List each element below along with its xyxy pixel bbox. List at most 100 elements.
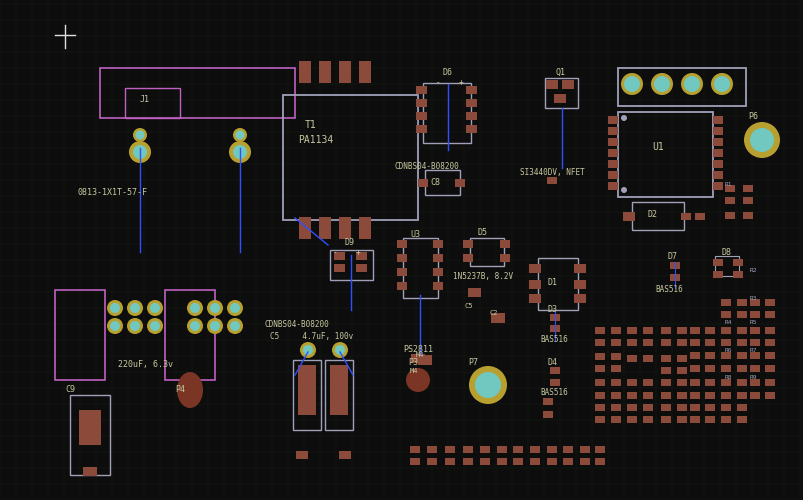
Bar bbox=[610, 416, 620, 424]
Bar bbox=[720, 416, 730, 424]
Bar bbox=[334, 252, 345, 260]
Circle shape bbox=[230, 303, 240, 313]
Circle shape bbox=[147, 318, 163, 334]
Bar bbox=[642, 392, 652, 398]
Bar bbox=[537, 258, 577, 310]
Bar bbox=[749, 310, 759, 318]
Bar bbox=[479, 458, 489, 466]
Bar bbox=[720, 378, 730, 386]
Bar bbox=[561, 80, 573, 88]
Circle shape bbox=[210, 321, 220, 331]
Bar bbox=[626, 354, 636, 362]
Circle shape bbox=[132, 128, 147, 142]
Bar bbox=[359, 61, 370, 83]
Bar bbox=[610, 378, 620, 386]
Bar bbox=[764, 392, 774, 398]
Bar bbox=[512, 446, 522, 454]
Bar bbox=[676, 378, 686, 386]
Bar bbox=[573, 294, 585, 302]
Bar bbox=[607, 149, 618, 157]
Text: M4: M4 bbox=[415, 352, 424, 358]
Bar bbox=[100, 68, 295, 118]
Bar bbox=[607, 138, 618, 146]
Bar bbox=[610, 404, 620, 411]
Bar bbox=[410, 446, 419, 454]
Bar bbox=[749, 298, 759, 306]
Circle shape bbox=[136, 130, 145, 140]
Bar bbox=[749, 338, 759, 345]
Text: -    +: - + bbox=[332, 248, 361, 257]
Text: D1: D1 bbox=[548, 278, 557, 287]
Circle shape bbox=[226, 300, 243, 316]
Bar bbox=[712, 138, 722, 146]
Text: D7: D7 bbox=[667, 252, 677, 261]
Bar bbox=[749, 326, 759, 334]
Text: D6: D6 bbox=[442, 68, 452, 77]
Bar bbox=[689, 404, 699, 411]
Bar bbox=[660, 404, 671, 411]
Bar bbox=[660, 326, 671, 334]
Bar bbox=[742, 184, 752, 192]
Bar bbox=[55, 290, 105, 380]
Bar bbox=[573, 280, 585, 288]
Bar bbox=[334, 264, 345, 272]
Bar bbox=[463, 446, 472, 454]
Bar bbox=[283, 95, 418, 220]
Bar bbox=[298, 365, 316, 415]
Text: M4: M4 bbox=[410, 368, 418, 374]
Text: R7: R7 bbox=[749, 348, 756, 353]
Bar bbox=[626, 392, 636, 398]
Text: R2: R2 bbox=[749, 268, 756, 273]
Bar bbox=[724, 184, 734, 192]
Bar bbox=[165, 290, 214, 380]
Bar bbox=[622, 212, 634, 220]
Text: D9: D9 bbox=[344, 238, 355, 247]
Text: R4: R4 bbox=[724, 320, 732, 325]
Text: T1: T1 bbox=[304, 120, 316, 130]
Bar bbox=[732, 270, 742, 278]
Bar bbox=[544, 78, 577, 108]
Text: SI3440DV, NFET: SI3440DV, NFET bbox=[520, 168, 584, 177]
Text: P3: P3 bbox=[407, 358, 418, 367]
Bar bbox=[444, 446, 454, 454]
Text: BAS516: BAS516 bbox=[540, 335, 567, 344]
Bar bbox=[669, 274, 679, 280]
Bar bbox=[397, 254, 406, 262]
Bar bbox=[642, 326, 652, 334]
Bar bbox=[704, 338, 714, 345]
Bar bbox=[299, 217, 311, 239]
Text: D5: D5 bbox=[478, 228, 487, 237]
Bar bbox=[689, 352, 699, 358]
Circle shape bbox=[132, 145, 147, 159]
Bar bbox=[607, 182, 618, 190]
Bar bbox=[720, 364, 730, 372]
Circle shape bbox=[128, 141, 151, 163]
Bar bbox=[546, 446, 556, 454]
Bar bbox=[397, 282, 406, 290]
Bar bbox=[660, 378, 671, 386]
Bar bbox=[689, 392, 699, 398]
Bar bbox=[764, 298, 774, 306]
Circle shape bbox=[743, 122, 779, 158]
Bar bbox=[433, 282, 442, 290]
Circle shape bbox=[475, 372, 500, 398]
Text: R3: R3 bbox=[749, 296, 756, 301]
Bar bbox=[712, 116, 722, 124]
Bar bbox=[618, 112, 712, 197]
Circle shape bbox=[206, 318, 222, 334]
Circle shape bbox=[187, 300, 202, 316]
Bar bbox=[594, 446, 604, 454]
Bar bbox=[631, 202, 683, 230]
Text: U3: U3 bbox=[410, 230, 419, 239]
Bar bbox=[426, 446, 437, 454]
Circle shape bbox=[303, 345, 312, 355]
Circle shape bbox=[406, 368, 430, 392]
Bar bbox=[607, 127, 618, 135]
Circle shape bbox=[147, 300, 163, 316]
Bar bbox=[416, 99, 427, 107]
Bar bbox=[736, 392, 746, 398]
Text: C9: C9 bbox=[65, 385, 75, 394]
Bar bbox=[626, 338, 636, 345]
Bar bbox=[732, 258, 742, 266]
Bar bbox=[542, 412, 552, 418]
